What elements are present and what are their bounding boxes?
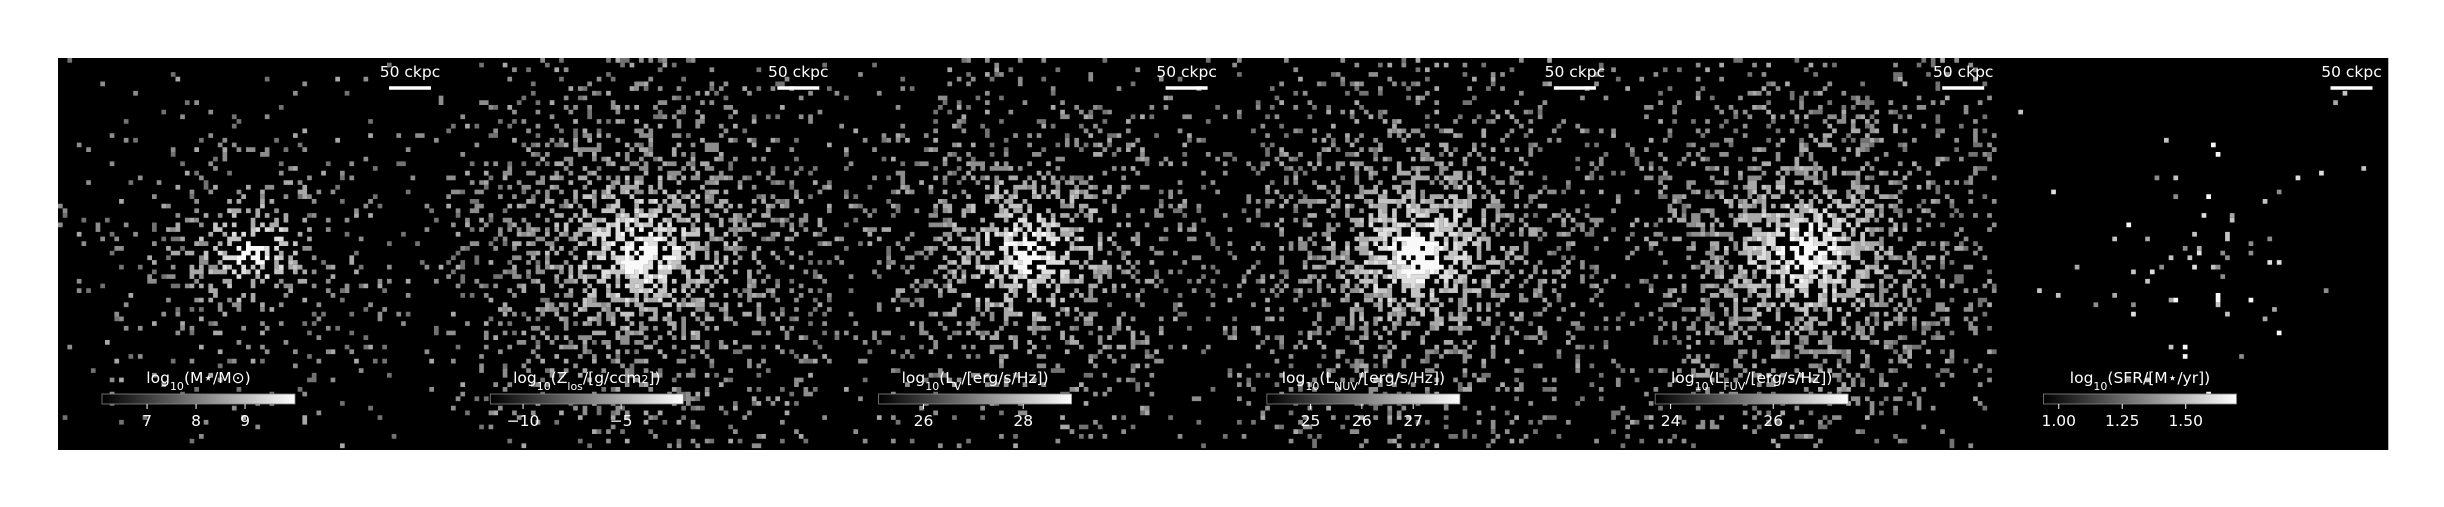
label-part: log	[1282, 369, 1306, 387]
scale-bar-label: 50 ckpc	[2321, 63, 2382, 81]
colorbar-tick-label: 7	[142, 412, 152, 430]
panel: 50 ckpc log10(Zlos/[g/ccm2]) −10 −5	[446, 58, 836, 450]
colorbar-tick-label: 1.50	[2168, 412, 2203, 430]
label-part: log	[2070, 369, 2094, 387]
label-part: (L	[1709, 369, 1724, 387]
pixel-map	[980, 213, 1084, 298]
pixel-map	[58, 76, 444, 439]
label-part: 10	[925, 380, 939, 393]
scale-bar-label: 50 ckpc	[1545, 63, 1606, 81]
colorbar-label: log10(LNUV/[erg/s/Hz])	[1282, 369, 1445, 393]
colorbar-label: log10(LFUV/[erg/s/Hz])	[1671, 369, 1832, 393]
colorbar	[101, 393, 296, 405]
colorbar-tick-label: −5	[610, 412, 633, 430]
panel-background	[58, 58, 447, 450]
label-part: V	[954, 380, 962, 393]
colorbar-tick-label: 26	[914, 412, 934, 430]
label-part: 10	[2093, 380, 2107, 393]
colorbar-tick-label: 9	[240, 412, 250, 430]
colorbar-tick-label: 1.00	[2041, 412, 2076, 430]
colorbar-tick-label: 8	[191, 412, 201, 430]
label-part: log	[902, 369, 926, 387]
panel: 50 ckpc log10(SFR/[M⋆/yr]) 1.00 1.25 1.50	[1999, 58, 2389, 450]
label-part: (L	[1319, 369, 1334, 387]
pixel-map	[545, 175, 738, 336]
pixel-map	[1363, 203, 1472, 303]
label-part: log	[513, 369, 537, 387]
pixel-map	[62, 58, 439, 444]
label-part: los	[567, 380, 583, 393]
colorbar-tick-label: 27	[1403, 412, 1423, 430]
pixel-map	[236, 241, 270, 265]
pixel-map	[446, 58, 832, 449]
colorbar-tick-label: 28	[1013, 412, 1033, 430]
pixel-map	[1003, 227, 1056, 275]
panel-background	[1999, 58, 2389, 450]
colorbar	[1654, 393, 1849, 405]
colorbar-tick-label: 25	[1301, 412, 1321, 430]
colorbar-tick-label: 26	[1352, 412, 1372, 430]
pixel-map	[582, 199, 686, 303]
colorbar	[2043, 393, 2237, 405]
label-part: /[erg/s/Hz])	[1745, 369, 1832, 387]
colorbar	[878, 393, 1072, 405]
label-part: 10	[1305, 380, 1319, 393]
pixel-map	[1714, 166, 1898, 336]
label-part: log	[146, 369, 170, 387]
label-part: 10	[537, 380, 551, 393]
pixel-map	[947, 180, 1112, 322]
label-part: /[erg/s/Hz])	[1358, 369, 1445, 387]
colorbar-tick-label: 24	[1661, 412, 1681, 430]
label-part: (SFR/[M⋆/yr])	[2107, 369, 2210, 387]
pixel-map	[1747, 203, 1851, 308]
panel: 50 ckpc log10(LV/[erg/s/Hz]) 26 28	[834, 58, 1224, 450]
pixel-map	[446, 58, 832, 449]
pixel-map	[1775, 222, 1842, 284]
pixel-map	[1387, 222, 1444, 284]
pixel-map	[834, 58, 1220, 449]
colorbar-tick-label: −10	[507, 412, 540, 430]
label-part: (M⋆/M⊙)	[184, 369, 251, 387]
colorbar	[1266, 393, 1461, 405]
label-part: ])	[648, 369, 660, 387]
colorbar-tick-label: 26	[1763, 412, 1783, 430]
colorbar-label: log10(M⋆/M⊙)	[146, 369, 250, 393]
label-part: (Z	[551, 369, 568, 387]
scale-bar-label: 50 ckpc	[1933, 63, 1994, 81]
panel: 50 ckpc log10(M⋆/M⊙) 7 8 9	[58, 58, 447, 450]
pixel-map	[1326, 175, 1515, 326]
label-part: 10	[1695, 380, 1709, 393]
colorbar-label: log10(LV/[erg/s/Hz])	[902, 369, 1049, 393]
label-part: 10	[170, 380, 184, 393]
pixel-map	[1222, 58, 1609, 449]
pixel-map	[610, 217, 682, 284]
scale-bar-label: 50 ckpc	[1156, 63, 1217, 81]
label-part: log	[1671, 369, 1695, 387]
panel: 50 ckpc log10(LFUV/[erg/s/Hz]) 24 26	[1611, 58, 2000, 450]
pixel-map	[446, 58, 832, 449]
label-part: /[erg/s/Hz])	[961, 369, 1048, 387]
pixel-map	[199, 203, 298, 303]
panel: 50 ckpc log10(LNUV/[erg/s/Hz]) 25 26 27	[1222, 58, 1612, 450]
label-part: /[g/ccm	[583, 369, 641, 387]
label-part: NUV	[1334, 380, 1358, 393]
colorbar-label: log10(SFR/[M⋆/yr])	[2070, 369, 2210, 393]
colorbar-tick-label: 1.25	[2105, 412, 2140, 430]
panel-background	[834, 58, 1224, 450]
scale-bar-label: 50 ckpc	[768, 63, 829, 81]
colorbar-label: log10(Zlos/[g/ccm2])	[513, 369, 660, 393]
colorbar	[489, 393, 684, 405]
scale-bar-label: 50 ckpc	[380, 63, 441, 81]
label-part: FUV	[1723, 380, 1745, 393]
label-part: 2	[641, 373, 648, 386]
label-part: (L	[939, 369, 954, 387]
